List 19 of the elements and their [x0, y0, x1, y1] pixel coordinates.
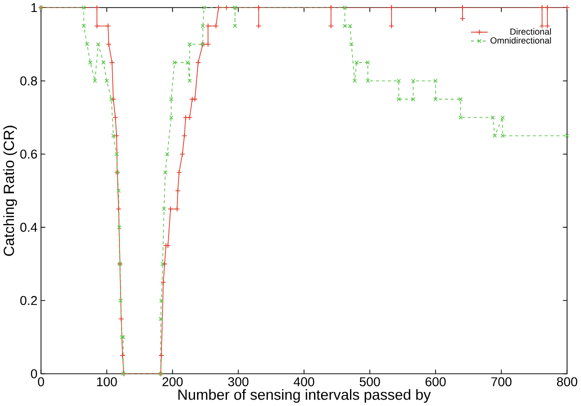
x-tick-label: 100	[97, 377, 117, 386]
y-axis-title: Catching Ratio (CR)	[3, 126, 17, 256]
y-tick-label: 1	[31, 3, 37, 12]
y-tick-label: 0.8	[20, 76, 37, 86]
x-tick-label: 500	[360, 377, 380, 386]
x-tick-label: 600	[426, 377, 446, 386]
y-tick-label: 0.6	[20, 150, 37, 159]
legend-label: Omnidirectional	[490, 37, 551, 44]
x-tick-label: 700	[491, 377, 512, 386]
x-tick-label: 0	[38, 377, 44, 386]
y-tick-label: 0.4	[20, 222, 38, 232]
y-tick-label: 0.2	[20, 296, 37, 306]
x-axis-title: Number of sensing intervals passed by	[178, 389, 431, 403]
x-tick-label: 400	[294, 377, 314, 386]
y-tick-label: 0	[30, 369, 38, 378]
x-tick-label: 800	[557, 377, 578, 386]
series-label: Directional	[510, 28, 551, 35]
x-tick-label: 300	[228, 377, 248, 386]
x-tick-label: 200	[162, 377, 183, 386]
